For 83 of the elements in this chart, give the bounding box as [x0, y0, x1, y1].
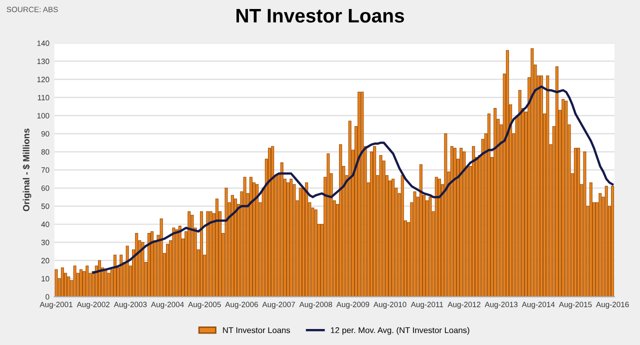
- bar: [419, 164, 422, 297]
- bar: [453, 148, 456, 297]
- bar: [589, 182, 592, 297]
- bar: [209, 211, 212, 297]
- bar: [230, 194, 234, 297]
- legend-label: 12 per. Mov. Avg. (NT Investor Loans): [330, 327, 470, 335]
- bar: [577, 148, 580, 297]
- bar: [188, 211, 191, 297]
- bar: [107, 272, 110, 297]
- bar: [555, 66, 558, 297]
- bar: [530, 48, 534, 297]
- bar: [150, 231, 154, 297]
- bar: [450, 146, 454, 297]
- bar: [400, 175, 404, 297]
- bar: [135, 233, 138, 297]
- bar: [298, 188, 302, 297]
- bar: [494, 108, 497, 297]
- bar: [280, 162, 284, 297]
- y-axis-title: Original - $ Millions: [22, 128, 32, 212]
- bar: [172, 228, 176, 297]
- bar: [166, 244, 170, 297]
- bar: [234, 198, 238, 297]
- bar: [604, 186, 608, 297]
- bar: [98, 260, 102, 297]
- line-series: [92, 85, 614, 274]
- bar: [472, 146, 475, 297]
- bar: [206, 211, 210, 297]
- bar: [200, 211, 204, 297]
- bar: [190, 214, 194, 297]
- bar: [460, 148, 463, 297]
- bar: [243, 176, 246, 297]
- bar: [67, 276, 70, 297]
- bar: [506, 50, 509, 297]
- bar: [434, 176, 438, 297]
- bar: [256, 184, 259, 297]
- bar: [518, 90, 522, 297]
- bar: [141, 242, 144, 297]
- bar: [314, 209, 318, 297]
- bar: [564, 100, 568, 297]
- bar: [546, 75, 550, 297]
- bar: [574, 148, 577, 297]
- bar: [54, 269, 58, 297]
- bar: [598, 193, 602, 297]
- bar: [60, 267, 64, 297]
- bar: [373, 146, 376, 297]
- chart-title: NT Investor Loans: [236, 9, 404, 23]
- bar: [175, 229, 178, 297]
- bar: [178, 226, 182, 297]
- bar: [562, 98, 565, 297]
- bar: [305, 182, 308, 297]
- bar: [462, 152, 466, 297]
- bar: [147, 233, 150, 297]
- legend-label: NT Investor Loans: [223, 327, 290, 334]
- bar: [379, 155, 382, 297]
- bar: [271, 146, 274, 297]
- bar: [86, 266, 89, 297]
- bar: [215, 198, 218, 297]
- bar: [326, 153, 330, 297]
- bar: [611, 186, 614, 297]
- bar: [348, 120, 352, 297]
- bar: [113, 254, 116, 297]
- bar: [104, 269, 108, 297]
- bar: [79, 269, 82, 297]
- bar: [360, 92, 364, 297]
- bar: [268, 148, 272, 297]
- bar: [224, 188, 228, 297]
- bar: [413, 191, 416, 297]
- bar: [126, 246, 129, 297]
- bar: [428, 196, 432, 297]
- bar: [290, 178, 293, 297]
- bar: [540, 75, 543, 297]
- bar: [339, 144, 342, 297]
- bar: [120, 254, 123, 297]
- bar: [249, 176, 252, 297]
- bar: [438, 178, 441, 297]
- bar: [73, 266, 76, 297]
- bar: [444, 133, 448, 297]
- bar: [358, 92, 361, 297]
- bar: [583, 152, 586, 297]
- bar: [487, 113, 490, 297]
- bar: [160, 218, 163, 297]
- bar: [286, 182, 290, 297]
- bar: [392, 178, 395, 297]
